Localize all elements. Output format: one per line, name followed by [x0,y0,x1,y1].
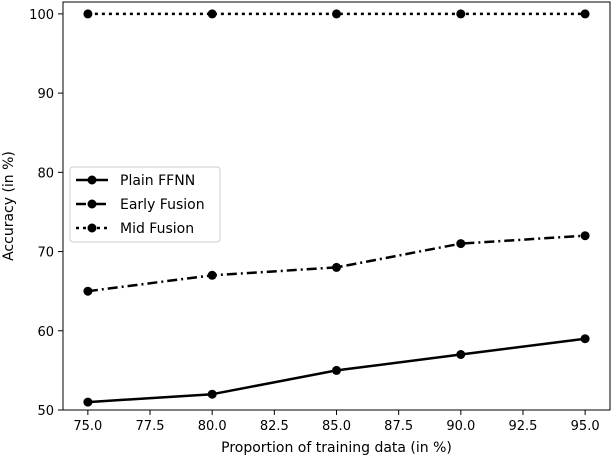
data-point-2-2 [332,9,341,19]
data-point-2-0 [83,9,93,19]
data-point-0-3 [456,350,466,359]
x-tick-label-3: 82.5 [260,419,289,434]
data-point-0-0 [83,397,93,407]
x-tick-label-6: 90.0 [446,419,475,434]
x-tick-label-1: 77.5 [136,419,165,434]
data-point-2-1 [207,9,217,19]
axis-ticks: 75.0 77.5 80.0 82.5 85.0 87.5 90.0 92.5 95.0 50 60… [29,8,599,434]
y-tick-label-0: 50 [37,404,54,419]
data-point-0-4 [580,334,590,344]
legend-label-1: Early Fusion [120,197,205,213]
x-tick-label-0: 75.0 [73,419,102,434]
legend-label-0: Plain FFNN [120,173,195,189]
y-axis-label: Accuracy (in %) [1,151,17,261]
x-tick-label-8: 95.0 [571,419,600,434]
data-point-1-3 [456,239,466,249]
legend-marker-2 [87,223,97,233]
x-tick-label-2: 80.0 [198,419,227,434]
y-tick-label-1: 60 [37,325,54,340]
y-tick-label-2: 70 [37,246,54,261]
data-point-1-1 [207,270,217,280]
x-axis-label: Proportion of training data (in %) [221,440,452,456]
legend-marker-1 [87,199,97,209]
legend-label-2: Mid Fusion [120,221,194,237]
data-point-0-2 [332,365,341,375]
x-tick-label-7: 92.5 [509,419,538,434]
data-point-2-3 [456,9,466,19]
x-tick-label-4: 85.0 [322,419,351,434]
data-point-1-0 [83,286,93,296]
data-point-2-4 [580,9,590,19]
y-tick-label-4: 90 [37,87,54,102]
data-point-0-1 [207,389,217,399]
legend: Plain FFNN Early Fusion Mid Fusion [69,166,221,243]
legend-marker-0 [87,175,97,185]
x-tick-label-5: 87.5 [384,419,413,434]
data-point-1-4 [580,231,590,241]
y-tick-label-5: 100 [29,8,54,23]
y-tick-label-3: 80 [37,166,54,181]
legend-box [69,166,221,243]
data-point-1-2 [332,262,341,272]
